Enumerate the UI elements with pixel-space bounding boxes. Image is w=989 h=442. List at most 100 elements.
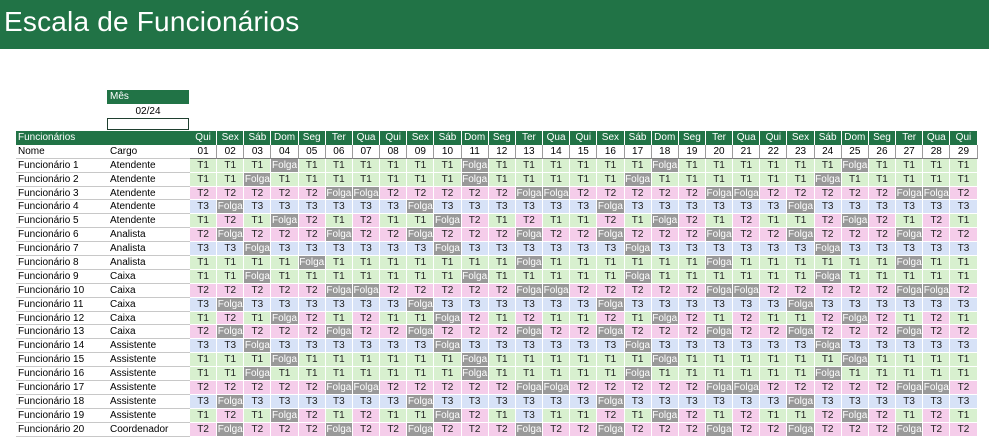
employee-name[interactable]: Funcionário 14 (16, 339, 108, 354)
shift-cell[interactable]: T2 (923, 422, 951, 437)
shift-cell[interactable]: T3 (923, 297, 951, 312)
shift-cell[interactable]: T1 (190, 172, 218, 187)
employee-role[interactable]: Caixa (108, 325, 190, 340)
shift-cell[interactable]: Folga (515, 186, 544, 201)
employee-role[interactable]: Atendente (108, 173, 190, 187)
shift-cell[interactable]: Folga (841, 408, 869, 423)
shift-cell[interactable]: T1 (570, 256, 598, 270)
shift-cell[interactable]: T3 (868, 339, 897, 354)
shift-cell[interactable]: T3 (841, 394, 869, 409)
shift-cell[interactable]: Folga (515, 283, 544, 298)
shift-cell[interactable]: T1 (325, 214, 353, 229)
shift-cell[interactable]: T2 (814, 381, 842, 395)
shift-cell[interactable]: T3 (461, 297, 489, 312)
shift-cell[interactable]: T1 (787, 172, 815, 187)
shift-cell[interactable]: Folga (407, 228, 435, 243)
shift-cell[interactable]: T3 (434, 297, 462, 312)
shift-cell[interactable]: T2 (570, 381, 598, 395)
shift-cell[interactable]: Folga (651, 353, 679, 368)
shift-cell[interactable]: T1 (787, 158, 815, 173)
shift-cell[interactable]: T1 (325, 311, 353, 326)
shift-cell[interactable]: T3 (624, 297, 652, 312)
shift-cell[interactable]: T2 (868, 408, 897, 423)
shift-cell[interactable]: T1 (407, 408, 435, 423)
shift-cell[interactable]: T1 (760, 408, 788, 423)
shift-cell[interactable]: T1 (868, 353, 897, 368)
shift-cell[interactable]: T1 (896, 269, 924, 284)
shift-cell[interactable]: T2 (434, 186, 462, 201)
shift-cell[interactable]: T3 (352, 339, 381, 354)
shift-cell[interactable]: Folga (624, 367, 652, 382)
shift-cell[interactable]: Folga (814, 339, 842, 354)
shift-cell[interactable]: T3 (733, 297, 761, 312)
shift-cell[interactable]: T3 (298, 339, 326, 354)
shift-cell[interactable]: T1 (488, 269, 516, 284)
shift-cell[interactable]: T1 (570, 158, 598, 173)
shift-cell[interactable]: T1 (380, 158, 408, 173)
shift-cell[interactable]: T1 (923, 256, 951, 270)
shift-cell[interactable]: T3 (950, 394, 978, 409)
shift-cell[interactable]: T2 (488, 422, 516, 437)
shift-cell[interactable]: Folga (434, 242, 462, 257)
shift-cell[interactable]: T3 (760, 200, 788, 215)
shift-cell[interactable]: T3 (678, 297, 706, 312)
shift-cell[interactable]: Folga (543, 381, 571, 395)
shift-cell[interactable]: Folga (651, 408, 679, 423)
employee-name[interactable]: Funcionário 4 (16, 200, 108, 215)
shift-cell[interactable]: Folga (271, 311, 299, 326)
shift-cell[interactable]: T1 (570, 311, 598, 326)
shift-cell[interactable]: T1 (515, 158, 544, 173)
employee-name[interactable]: Funcionário 15 (16, 353, 108, 368)
shift-cell[interactable]: T2 (298, 311, 326, 326)
shift-cell[interactable]: Folga (651, 214, 679, 229)
shift-cell[interactable]: T3 (543, 394, 571, 409)
shift-cell[interactable]: T1 (461, 256, 489, 270)
shift-cell[interactable]: Folga (352, 186, 381, 201)
shift-cell[interactable]: T1 (515, 353, 544, 368)
shift-cell[interactable]: T1 (488, 172, 516, 187)
shift-cell[interactable]: T2 (190, 381, 218, 395)
shift-cell[interactable]: T1 (624, 311, 652, 326)
shift-cell[interactable]: Folga (705, 283, 734, 298)
shift-cell[interactable]: Folga (787, 228, 815, 243)
shift-cell[interactable]: T3 (570, 394, 598, 409)
shift-cell[interactable]: T3 (814, 200, 842, 215)
shift-cell[interactable]: Folga (896, 283, 924, 298)
employee-name[interactable]: Funcionário 16 (16, 367, 108, 382)
shift-cell[interactable]: T2 (488, 283, 516, 298)
shift-cell[interactable]: T3 (678, 242, 706, 257)
shift-cell[interactable]: Folga (923, 186, 951, 201)
shift-cell[interactable]: T2 (461, 422, 489, 437)
employee-name[interactable]: Funcionário 19 (16, 409, 108, 423)
shift-cell[interactable]: T1 (597, 353, 625, 368)
shift-cell[interactable]: T2 (868, 325, 897, 340)
shift-cell[interactable]: T1 (407, 269, 435, 284)
shift-cell[interactable]: T1 (271, 172, 299, 187)
shift-cell[interactable]: T3 (760, 297, 788, 312)
shift-cell[interactable]: Folga (244, 242, 272, 257)
shift-cell[interactable]: Folga (434, 408, 462, 423)
shift-cell[interactable]: T3 (515, 242, 544, 257)
shift-cell[interactable]: T2 (488, 381, 516, 395)
shift-cell[interactable]: T3 (651, 200, 679, 215)
shift-cell[interactable]: Folga (325, 228, 353, 243)
shift-cell[interactable]: T2 (733, 408, 761, 423)
shift-cell[interactable]: T1 (841, 256, 869, 270)
shift-cell[interactable]: T2 (868, 283, 897, 298)
shift-cell[interactable]: Folga (705, 422, 734, 437)
shift-cell[interactable]: T3 (705, 394, 734, 409)
shift-cell[interactable]: T1 (217, 158, 245, 173)
shift-cell[interactable]: T2 (841, 381, 869, 395)
shift-cell[interactable]: T3 (271, 394, 299, 409)
shift-cell[interactable]: T2 (950, 381, 978, 395)
shift-cell[interactable]: T3 (733, 394, 761, 409)
shift-cell[interactable]: T3 (271, 200, 299, 215)
shift-cell[interactable]: Folga (515, 422, 544, 437)
shift-cell[interactable]: T3 (190, 242, 218, 257)
shift-cell[interactable]: Folga (733, 186, 761, 201)
shift-cell[interactable]: T2 (298, 228, 326, 243)
shift-cell[interactable]: T1 (787, 214, 815, 229)
shift-cell[interactable]: T1 (950, 172, 978, 187)
shift-cell[interactable]: T1 (868, 269, 897, 284)
shift-cell[interactable]: T2 (380, 422, 408, 437)
